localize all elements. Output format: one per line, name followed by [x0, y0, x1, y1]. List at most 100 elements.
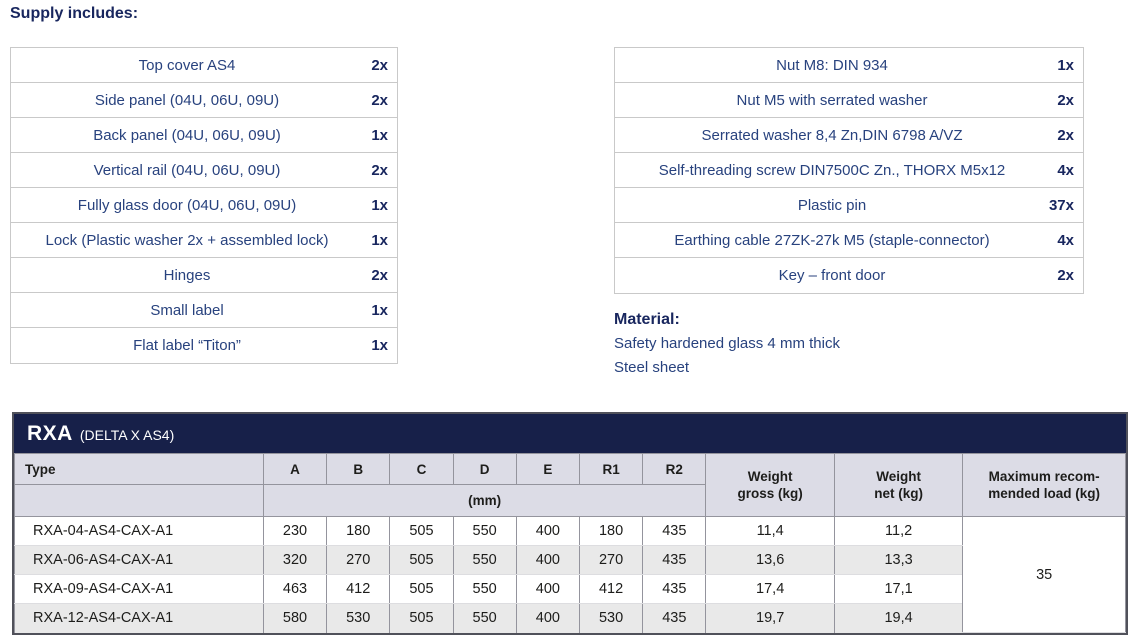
item-qty: 2x [1057, 126, 1074, 144]
item-qty: 4x [1057, 231, 1074, 249]
cell-weight-net: 13,3 [833, 545, 964, 575]
cell-b: 180 [326, 516, 391, 546]
list-item: Nut M8: DIN 934 1x [615, 48, 1083, 83]
cell-e: 400 [515, 516, 580, 546]
item-label: Flat label “Titon” [133, 337, 241, 354]
weight-gross-line1: Weight [747, 469, 793, 484]
cell-c: 505 [389, 574, 454, 604]
supply-list-right: Nut M8: DIN 934 1x Nut M5 with serrated w… [614, 47, 1084, 294]
cell-r2: 435 [642, 516, 707, 546]
item-qty: 1x [371, 337, 388, 354]
list-item: Self-threading screw DIN7500C Zn., THORX… [615, 153, 1083, 188]
item-qty: 2x [1057, 91, 1074, 109]
item-label: Lock (Plastic washer 2x + assembled lock… [45, 231, 329, 249]
list-item: Back panel (04U, 06U, 09U) 1x [11, 118, 397, 153]
cell-a: 320 [262, 545, 328, 575]
cell-type: RXA-09-AS4-CAX-A1 [14, 574, 264, 604]
header-row-1: Type A B C D E R1 R2 Weight gross (kg) We… [14, 453, 1126, 517]
item-qty: 1x [371, 196, 388, 214]
item-qty: 2x [371, 91, 388, 109]
col-header-max-load: Maximum recom-mended load (kg) [962, 453, 1126, 517]
item-qty: 2x [371, 56, 388, 74]
col-header-weight-net: Weight net (kg) [833, 453, 964, 517]
item-qty: 2x [1057, 267, 1074, 284]
material-line: Safety hardened glass 4 mm thick [614, 335, 840, 352]
cell-weight-net: 11,2 [833, 516, 964, 546]
dim-unit-header: (mm) [262, 484, 707, 517]
item-qty: 1x [1057, 56, 1074, 74]
list-item: Serrated washer 8,4 Zn,DIN 6798 A/VZ 2x [615, 118, 1083, 153]
item-label: Self-threading screw DIN7500C Zn., THORX… [658, 161, 1006, 179]
col-header-c: C [389, 453, 454, 485]
col-header-e: E [515, 453, 580, 485]
material-heading: Material: [614, 311, 680, 328]
cell-weight-gross: 19,7 [705, 603, 835, 633]
cell-c: 505 [389, 545, 454, 575]
list-item: Hinges 2x [11, 258, 397, 293]
item-qty: 1x [371, 301, 388, 319]
item-label: Key – front door [778, 267, 886, 284]
cell-e: 400 [515, 574, 580, 604]
list-item: Nut M5 with serrated washer 2x [615, 83, 1083, 118]
cell-a: 463 [262, 574, 328, 604]
cell-weight-net: 19,4 [833, 603, 964, 633]
item-label: Side panel (04U, 06U, 09U) [94, 91, 280, 109]
list-item: Flat label “Titon” 1x [11, 328, 397, 363]
item-label: Nut M5 with serrated washer [736, 91, 928, 109]
cell-r2: 435 [642, 603, 707, 633]
cell-a: 580 [262, 603, 328, 633]
cell-type: RXA-12-AS4-CAX-A1 [14, 603, 264, 633]
spec-table-subtitle: (DELTA X AS4) [79, 426, 175, 443]
col-header-weight-gross: Weight gross (kg) [705, 453, 835, 517]
list-item: Fully glass door (04U, 06U, 09U) 1x [11, 188, 397, 223]
supply-includes-heading: Supply includes: [10, 5, 139, 22]
cell-d: 550 [452, 603, 517, 633]
col-header-type: Type [14, 453, 264, 485]
item-label: Plastic pin [797, 196, 867, 214]
cell-weight-net: 17,1 [833, 574, 964, 604]
item-label: Serrated washer 8,4 Zn,DIN 6798 A/VZ [701, 126, 963, 144]
item-label: Back panel (04U, 06U, 09U) [93, 126, 281, 144]
list-item: Top cover AS4 2x [11, 48, 397, 83]
cell-r1: 530 [578, 603, 644, 633]
weight-gross-line2: gross (kg) [737, 486, 803, 501]
cell-r1: 412 [578, 574, 644, 604]
max-load-line2: mended load (kg) [988, 486, 1101, 501]
cell-type: RXA-04-AS4-CAX-A1 [14, 516, 264, 546]
max-load-line1: Maximum recom- [988, 469, 1100, 484]
cell-d: 550 [452, 516, 517, 546]
weight-net-line1: Weight [876, 469, 921, 484]
col-header-r2: R2 [642, 453, 707, 485]
item-qty: 2x [371, 266, 388, 284]
spec-table-section: RXA (DELTA X AS4) Type A B C D E R1 R2 W… [12, 412, 1128, 635]
cell-weight-gross: 13,6 [705, 545, 835, 575]
item-qty: 4x [1057, 161, 1074, 179]
item-qty: 1x [371, 126, 388, 144]
item-qty: 37x [1048, 196, 1074, 214]
cell-a: 230 [262, 516, 328, 546]
col-header-r1: R1 [578, 453, 644, 485]
table-row: RXA-06-AS4-CAX-A1 320 270 505 550 400 27… [14, 545, 1126, 575]
supply-list-left: Top cover AS4 2x Side panel (04U, 06U, 09… [10, 47, 398, 364]
cell-type: RXA-06-AS4-CAX-A1 [14, 545, 264, 575]
cell-r2: 435 [642, 545, 707, 575]
list-item: Earthing cable 27ZK-27k M5 (staple-conne… [615, 223, 1083, 258]
item-qty: 2x [371, 161, 388, 179]
cell-e: 400 [515, 545, 580, 575]
cell-c: 505 [389, 516, 454, 546]
list-item: Small label 1x [11, 293, 397, 328]
cell-d: 550 [452, 574, 517, 604]
list-item: Side panel (04U, 06U, 09U) 2x [11, 83, 397, 118]
cell-e: 400 [515, 603, 580, 633]
item-label: Nut M8: DIN 934 [776, 56, 888, 74]
item-label: Hinges [163, 266, 211, 284]
cell-max-load: 35 [962, 516, 1126, 633]
table-row: RXA-09-AS4-CAX-A1 463 412 505 550 400 41… [14, 574, 1126, 604]
cell-d: 550 [452, 545, 517, 575]
spec-table-title: RXA [27, 421, 73, 445]
cell-r1: 180 [578, 516, 644, 546]
cell-r2: 435 [642, 574, 707, 604]
material-section: Material: Safety hardened glass 4 mm thi… [614, 311, 840, 380]
table-row: RXA-04-AS4-CAX-A1 230 180 505 550 400 18… [14, 516, 1126, 633]
list-item: Lock (Plastic washer 2x + assembled lock… [11, 223, 397, 258]
